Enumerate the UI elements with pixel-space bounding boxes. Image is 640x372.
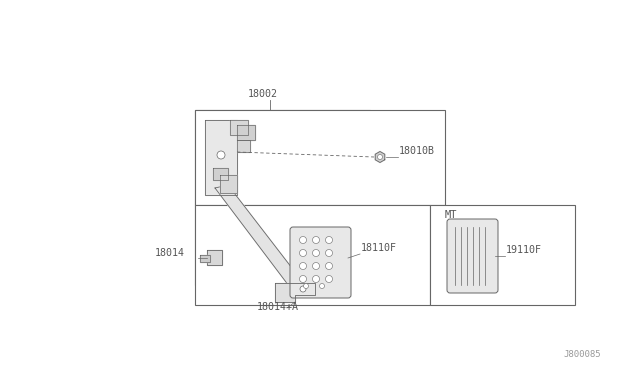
Circle shape xyxy=(326,276,333,282)
Circle shape xyxy=(378,154,383,160)
Bar xyxy=(430,205,575,305)
FancyBboxPatch shape xyxy=(447,219,498,293)
Text: 18014+A: 18014+A xyxy=(257,302,299,312)
Circle shape xyxy=(312,276,319,282)
Polygon shape xyxy=(237,140,250,152)
Circle shape xyxy=(303,283,308,289)
Polygon shape xyxy=(200,255,210,262)
Polygon shape xyxy=(215,185,305,290)
Circle shape xyxy=(326,250,333,257)
Circle shape xyxy=(300,276,307,282)
Polygon shape xyxy=(207,250,222,265)
Circle shape xyxy=(217,151,225,159)
Bar xyxy=(195,110,370,285)
Polygon shape xyxy=(237,125,255,140)
Text: J800085: J800085 xyxy=(563,350,600,359)
FancyBboxPatch shape xyxy=(290,227,351,298)
Bar xyxy=(195,205,430,305)
Circle shape xyxy=(312,250,319,257)
Circle shape xyxy=(312,263,319,269)
Text: 18014: 18014 xyxy=(155,248,185,258)
Text: 18002: 18002 xyxy=(248,89,278,99)
Circle shape xyxy=(326,263,333,269)
Polygon shape xyxy=(205,120,237,195)
Text: MT: MT xyxy=(445,210,458,220)
Circle shape xyxy=(300,237,307,244)
Circle shape xyxy=(312,237,319,244)
Polygon shape xyxy=(220,175,237,193)
Circle shape xyxy=(319,283,324,289)
Text: 18010B: 18010B xyxy=(399,146,435,156)
Circle shape xyxy=(300,263,307,269)
Polygon shape xyxy=(275,283,315,302)
Circle shape xyxy=(326,237,333,244)
Circle shape xyxy=(300,286,306,292)
Text: 18110F: 18110F xyxy=(361,243,397,253)
Text: 19110F: 19110F xyxy=(506,245,542,255)
Polygon shape xyxy=(375,151,385,163)
Circle shape xyxy=(300,250,307,257)
Polygon shape xyxy=(213,168,228,180)
Polygon shape xyxy=(230,120,248,135)
Bar xyxy=(195,110,445,205)
